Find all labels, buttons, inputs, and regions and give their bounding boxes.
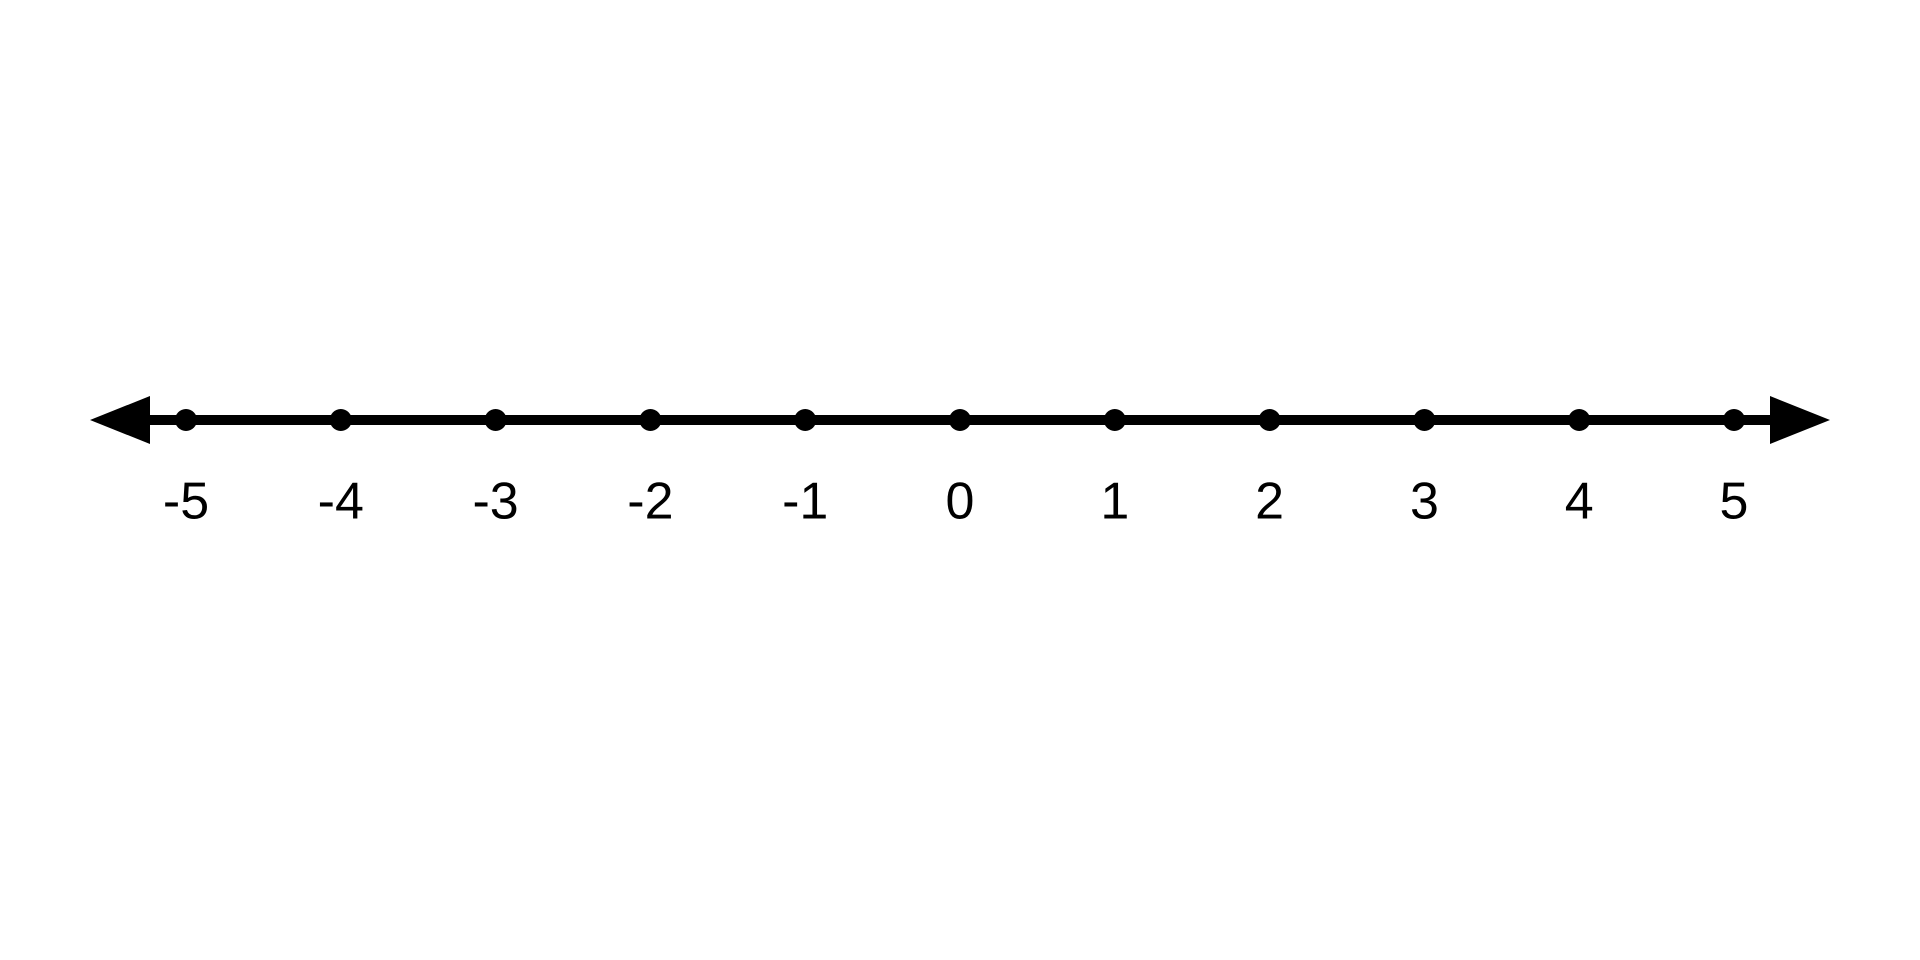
tick-label: -1 xyxy=(782,473,828,531)
tick-label: 2 xyxy=(1255,473,1284,531)
tick-dot xyxy=(1259,409,1281,431)
tick-dot xyxy=(949,409,971,431)
tick-label: -3 xyxy=(472,473,518,531)
tick-label: -5 xyxy=(163,473,209,531)
number-line: -5 -4 -3 -2 -1 0 1 2 3 4 5 xyxy=(0,0,1920,960)
tick-dot xyxy=(175,409,197,431)
tick-label: -4 xyxy=(318,473,364,531)
tick-dot xyxy=(639,409,661,431)
tick-dot xyxy=(1568,409,1590,431)
tick-label: 4 xyxy=(1565,473,1594,531)
tick-dot xyxy=(1413,409,1435,431)
tick-label: 1 xyxy=(1100,473,1129,531)
tick-label: 3 xyxy=(1410,473,1439,531)
tick-dot xyxy=(1723,409,1745,431)
tick-dot xyxy=(794,409,816,431)
tick-dot xyxy=(485,409,507,431)
tick-dot xyxy=(330,409,352,431)
tick-dot xyxy=(1104,409,1126,431)
tick-label: 0 xyxy=(946,473,975,531)
tick-label: -2 xyxy=(627,473,673,531)
tick-label: 5 xyxy=(1720,473,1749,531)
